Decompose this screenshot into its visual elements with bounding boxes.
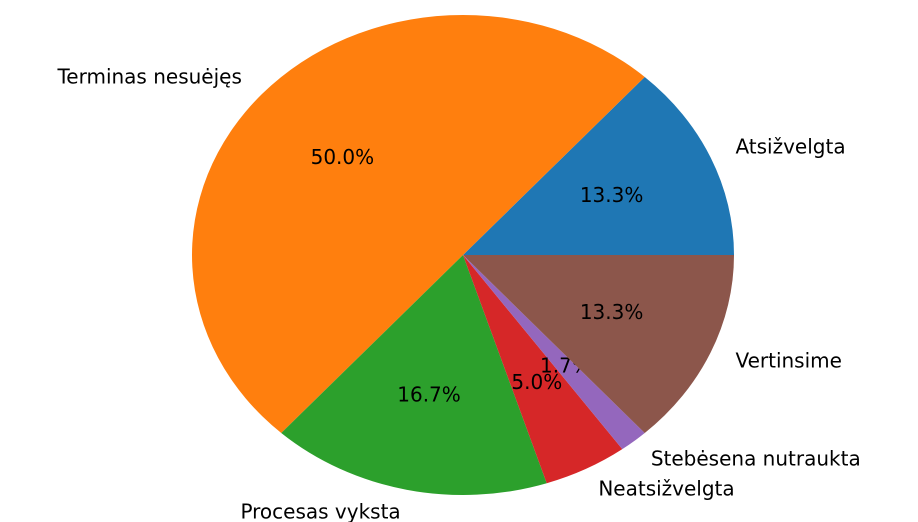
pie-slice	[192, 14, 645, 434]
percent-label: 16.7%	[397, 382, 461, 406]
pie-slice	[281, 255, 547, 495]
slice-label: Terminas nesuėjęs	[56, 64, 241, 88]
percent-label: 13.3%	[580, 183, 644, 207]
slice-label: Vertinsime	[735, 349, 842, 373]
pie-slice	[463, 255, 623, 484]
pie-slice	[463, 255, 734, 434]
slice-label: Neatsižvelgta	[598, 477, 734, 501]
slice-label: Stebėsena nutraukta	[651, 446, 861, 470]
pie-slice	[463, 76, 734, 256]
slice-label: Procesas vyksta	[240, 500, 400, 522]
percent-label: 50.0%	[311, 145, 375, 169]
pie-slice	[463, 255, 645, 450]
percent-label: 13.3%	[580, 300, 644, 324]
slice-label: Atsižvelgta	[735, 134, 845, 158]
percent-label: 5.0%	[511, 370, 562, 394]
